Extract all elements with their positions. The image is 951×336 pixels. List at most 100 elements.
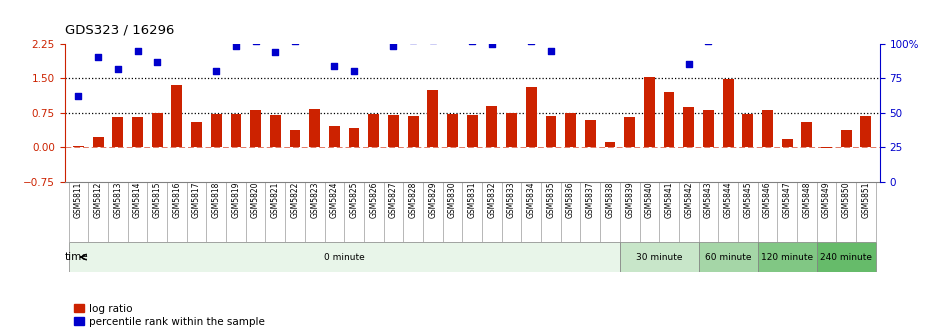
Point: [70, 93, 86, 99]
Text: 120 minute: 120 minute: [761, 253, 813, 261]
Bar: [112, 117, 124, 147]
Text: GDS323 / 16296: GDS323 / 16296: [65, 24, 174, 37]
Text: GSM5833: GSM5833: [507, 182, 516, 218]
Text: time: time: [65, 252, 88, 262]
Point: [760, 30, 775, 35]
Text: GSM5819: GSM5819: [231, 182, 241, 218]
Point: [602, 31, 617, 37]
Point: [859, 29, 874, 34]
Point: [504, 29, 519, 34]
Point: [366, 30, 381, 35]
Text: GSM5820: GSM5820: [251, 182, 261, 218]
Text: GSM5845: GSM5845: [744, 182, 752, 218]
Text: GSM5818: GSM5818: [212, 182, 221, 218]
Text: GSM5830: GSM5830: [448, 182, 457, 218]
Bar: [368, 114, 379, 147]
Point: [642, 29, 657, 34]
Point: [327, 63, 342, 69]
Text: GSM5850: GSM5850: [842, 182, 851, 218]
Bar: [861, 116, 871, 147]
Bar: [506, 113, 517, 147]
Text: 240 minute: 240 minute: [820, 253, 872, 261]
Text: GSM5847: GSM5847: [783, 182, 791, 218]
Point: [287, 38, 302, 44]
Text: GSM5848: GSM5848: [803, 182, 811, 218]
Text: GSM5846: GSM5846: [763, 182, 772, 218]
Point: [701, 38, 716, 44]
Bar: [270, 115, 281, 147]
Point: [208, 69, 223, 74]
Point: [484, 41, 499, 46]
Text: GSM5811: GSM5811: [74, 182, 83, 218]
Text: GSM5831: GSM5831: [468, 182, 476, 218]
Point: [189, 27, 204, 33]
Text: GSM5823: GSM5823: [310, 182, 320, 218]
Point: [839, 29, 854, 34]
Point: [425, 37, 440, 42]
Point: [740, 30, 755, 35]
Bar: [620, 242, 699, 272]
Bar: [349, 128, 359, 147]
Text: GSM5842: GSM5842: [684, 182, 693, 218]
Text: GSM5832: GSM5832: [487, 182, 496, 218]
Bar: [821, 147, 832, 148]
Point: [799, 30, 814, 35]
Text: GSM5821: GSM5821: [271, 182, 280, 218]
Text: GSM5827: GSM5827: [389, 182, 398, 218]
Bar: [388, 115, 398, 147]
Bar: [427, 90, 438, 147]
Bar: [624, 117, 635, 147]
Bar: [171, 85, 183, 147]
Text: GSM5840: GSM5840: [645, 182, 654, 218]
Text: GSM5834: GSM5834: [527, 182, 535, 218]
Text: GSM5814: GSM5814: [133, 182, 142, 218]
Text: GSM5828: GSM5828: [409, 182, 417, 218]
Text: GSM5826: GSM5826: [369, 182, 378, 218]
Point: [563, 30, 578, 35]
Point: [248, 38, 263, 44]
Bar: [73, 146, 84, 147]
Bar: [762, 110, 773, 147]
Bar: [723, 79, 733, 147]
Point: [464, 38, 479, 44]
Point: [169, 31, 184, 37]
Bar: [211, 114, 222, 147]
Point: [307, 36, 322, 41]
Point: [386, 44, 401, 49]
Text: GSM5812: GSM5812: [93, 182, 103, 218]
Text: GSM5837: GSM5837: [586, 182, 594, 218]
Text: GSM5849: GSM5849: [822, 182, 831, 218]
Text: GSM5835: GSM5835: [547, 182, 555, 218]
Text: GSM5822: GSM5822: [290, 182, 300, 218]
Bar: [329, 126, 340, 147]
Bar: [250, 110, 261, 147]
Bar: [526, 87, 536, 147]
Point: [819, 30, 834, 35]
Bar: [68, 242, 620, 272]
Text: 60 minute: 60 minute: [705, 253, 751, 261]
Bar: [546, 116, 556, 147]
Legend: log ratio, percentile rank within the sample: log ratio, percentile rank within the sa…: [69, 299, 269, 331]
Bar: [703, 110, 714, 147]
Bar: [487, 106, 497, 147]
Point: [662, 27, 677, 33]
Text: GSM5838: GSM5838: [606, 182, 614, 218]
Point: [681, 62, 696, 67]
Point: [721, 27, 736, 33]
Bar: [467, 115, 477, 147]
Bar: [644, 77, 654, 147]
Bar: [817, 242, 876, 272]
Bar: [743, 114, 753, 147]
Point: [445, 34, 460, 39]
Bar: [309, 110, 320, 147]
Text: GSM5851: GSM5851: [862, 182, 870, 218]
Point: [130, 48, 146, 53]
Point: [405, 37, 420, 42]
Point: [583, 36, 598, 41]
Text: GSM5829: GSM5829: [428, 182, 437, 218]
Text: GSM5825: GSM5825: [350, 182, 359, 218]
Point: [110, 66, 126, 71]
Bar: [230, 114, 242, 147]
Bar: [290, 130, 301, 147]
Bar: [758, 242, 817, 272]
